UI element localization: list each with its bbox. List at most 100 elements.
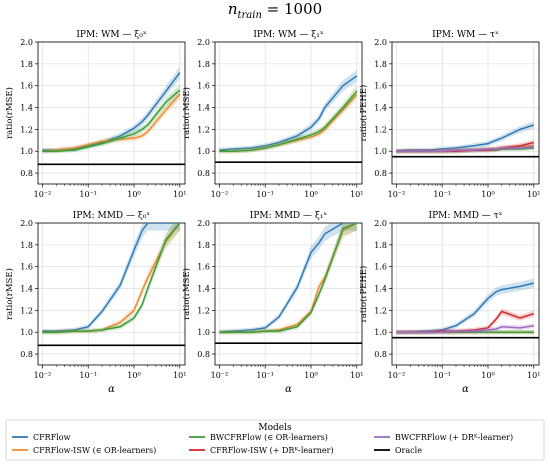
series-line-cfrflow-isw-or-learners [219,223,358,333]
y-tick-label: 2.0 [374,219,387,228]
y-tick-label: 2.0 [20,219,33,228]
y-tick-label: 2.0 [197,219,210,228]
y-tick-label: 1.2 [374,306,387,315]
series-line-cfrflow [219,75,358,151]
series-line-bwcfrflow-dr-learner [396,146,534,152]
y-tick-label: 0.8 [197,169,210,178]
y-tick-label: 1.6 [197,82,210,91]
y-tick-label: 2.0 [374,38,387,47]
panel-title: IPM: MMD — ξ₁ˣ [250,211,328,221]
series-line-bwcfrflow-or-learners [42,89,181,152]
legend-label: CFRFlow-ISW (+ DRᴷ-learner) [210,446,334,455]
y-tick-label: 1.8 [374,60,387,69]
figure-title: ntrain = 1000 [228,0,322,21]
plot-area [392,121,539,158]
panel-title: IPM: MMD — ξ₀ˣ [73,211,151,221]
legend-title: Models [258,423,292,433]
plot-area [215,223,362,344]
y-tick-label: 1.6 [374,82,387,91]
series-band-bwcfrflow-or-learners [219,86,357,154]
y-axis-label: ratio(rMSE) [4,268,15,320]
y-tick-label: 1.4 [374,104,387,113]
x-tick-label: 10⁻² [388,371,406,380]
axes-frame [214,41,363,185]
x-tick-label: 10⁻¹ [433,190,451,199]
plot-area [38,66,185,166]
x-axis-label: α [462,384,469,395]
panel-title: IPM: MMD — τˣ [429,211,503,221]
x-tick-label: 10⁰ [127,371,140,380]
x-tick-label: 10⁰ [481,371,494,380]
x-tick-label: 10⁻¹ [256,190,274,199]
y-tick-label: 1.2 [20,125,33,134]
x-tick-label: 10⁰ [481,190,494,199]
y-tick-label: 1.0 [374,147,387,156]
x-tick-label: 10⁻² [211,190,229,199]
series-band-cfrflow-isw-or-learners [42,223,180,335]
axes-frame [37,222,186,366]
x-tick-label: 10⁻¹ [433,371,451,380]
x-tick-label: 10¹ [350,371,363,380]
x-tick-label: 10¹ [173,190,186,199]
legend: Models CFRFlow CFRFlow-ISW (∈ OR-learners… [5,419,545,461]
y-tick-label: 1.0 [197,147,210,156]
y-tick-label: 1.4 [20,285,33,294]
legend-label: CFRFlow [33,433,71,442]
y-tick-label: 2.0 [20,38,33,47]
y-tick-label: 1.4 [197,104,210,113]
panel-3: IPM: WM — τˣ 0.8 1.0 1.2 1.4 1.6 1.8 2.0 ratio(r… [358,30,540,199]
legend-label: BWCFRFlow (+ DRᴷ-learner) [395,433,513,442]
y-axis-label: ratio(rPEHE) [358,266,369,323]
axes-frame [37,41,186,185]
y-axis-label: ratio(rPEHE) [358,85,369,142]
y-tick-label: 1.2 [374,125,387,134]
x-tick-label: 10⁻² [211,371,229,380]
x-tick-label: 10⁻² [34,371,52,380]
panel-1: IPM: WM — ξ₀ˣ 0.8 1.0 1.2 1.4 1.6 1.8 2.0 ratio(… [4,30,186,199]
panel-title: IPM: WM — τˣ [432,30,499,40]
plot-area [215,69,362,163]
y-tick-label: 0.8 [374,350,387,359]
series-band-cfrflow [396,278,534,335]
plot-area [392,278,539,339]
y-tick-label: 1.4 [374,285,387,294]
panel-title: IPM: WM — ξ₀ˣ [76,30,146,40]
y-tick-label: 2.0 [197,38,210,47]
axes-frame [391,222,540,366]
plot-area [38,223,185,347]
x-tick-label: 10¹ [350,190,363,199]
panel-5: IPM: MMD — ξ₁ˣ 0.8 1.0 1.2 1.4 1.6 1.8 2.0 ratio… [181,211,363,395]
axes-frame [391,41,540,185]
y-tick-label: 1.8 [20,60,33,69]
series-band-cfrflow-isw-or-learners [219,223,357,335]
legend-label: CFRFlow-ISW (∈ OR-learners) [33,446,156,455]
series-line-cfrflow [396,124,535,152]
series-line-bwcfrflow-dr-learner [396,324,534,333]
panels: IPM: WM — ξ₀ˣ 0.8 1.0 1.2 1.4 1.6 1.8 2.0 ratio(… [4,30,540,395]
panel-6: IPM: MMD — τˣ 0.8 1.0 1.2 1.4 1.6 1.8 2.0 ratio(… [358,211,540,395]
y-tick-label: 1.2 [197,306,210,315]
series-line-cfrflow-isw-or-learners [42,93,181,152]
y-tick-label: 1.0 [197,328,210,337]
series-line-bwcfrflow-or-learners [42,223,181,333]
series-line-cfrflow [219,223,357,333]
y-axis-label: ratio(rMSE) [181,87,192,139]
y-tick-label: 0.8 [20,169,33,178]
axes-frame [214,222,363,366]
panel-title: IPM: WM — ξ₁ˣ [253,30,323,40]
y-tick-label: 1.4 [20,104,33,113]
panel-2: IPM: WM — ξ₁ˣ 0.8 1.0 1.2 1.4 1.6 1.8 2.0 ratio(… [181,30,363,199]
series-band-bwcfrflow-or-learners [42,223,180,335]
series-band-cfrflow [42,223,180,334]
y-tick-label: 1.8 [20,241,33,250]
y-tick-label: 1.2 [20,306,33,315]
y-tick-label: 1.0 [20,147,33,156]
x-axis-label: α [285,384,292,395]
panel-4: IPM: MMD — ξ₀ˣ 0.8 1.0 1.2 1.4 1.6 1.8 2.0 ratio… [4,211,186,395]
series-line-bwcfrflow-or-learners [219,90,358,152]
y-tick-label: 1.8 [197,241,210,250]
y-tick-label: 1.6 [374,263,387,272]
series-line-bwcfrflow-or-learners [219,223,358,333]
x-axis-label: α [108,384,115,395]
